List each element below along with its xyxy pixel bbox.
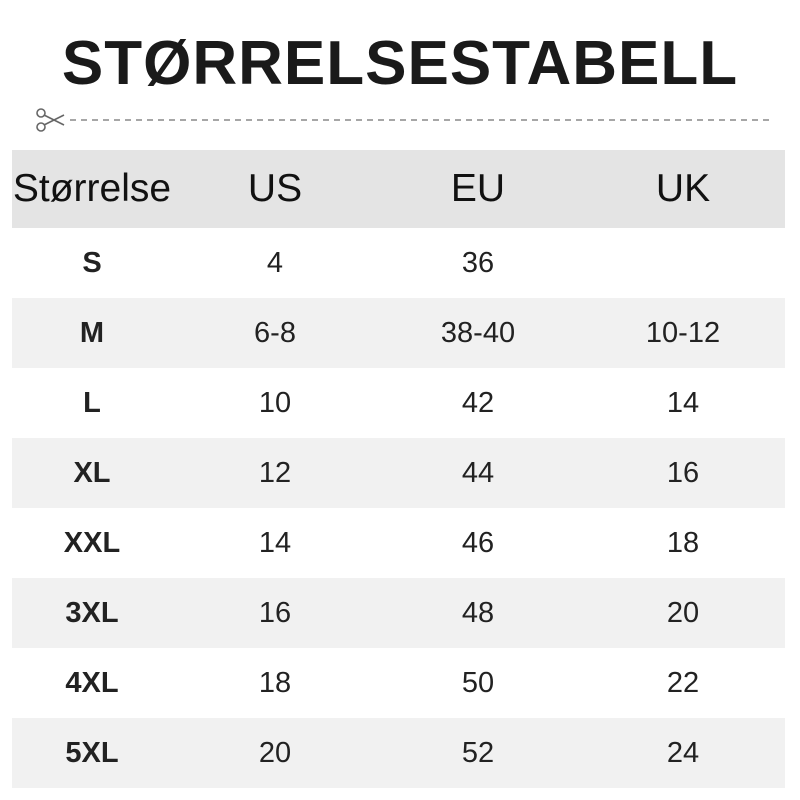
table-cell: 6-8 bbox=[254, 316, 296, 349]
table-cell: 18 bbox=[666, 526, 700, 559]
table-cell: 12 bbox=[258, 456, 292, 489]
table-cell: 38-40 bbox=[440, 316, 516, 349]
table-cell: UK bbox=[655, 167, 711, 210]
table-row: XXL 14 46 18 bbox=[12, 508, 785, 578]
table-cell: 5XL bbox=[65, 736, 119, 769]
table-cell: 44 bbox=[461, 456, 495, 489]
table-cell: EU bbox=[450, 167, 506, 210]
table-cell: 42 bbox=[461, 386, 495, 419]
table-cell: 46 bbox=[461, 526, 495, 559]
table-cell: 3XL bbox=[65, 596, 119, 629]
table-row: L 10 42 14 bbox=[12, 368, 785, 438]
table-row: XL 12 44 16 bbox=[12, 438, 785, 508]
table-cell: 20 bbox=[258, 736, 292, 769]
table-cell: 50 bbox=[461, 666, 495, 699]
table-cell: 18 bbox=[258, 666, 292, 699]
table-row: M 6-8 38-40 10-12 bbox=[12, 298, 785, 368]
table-cell: Størrelse bbox=[12, 167, 172, 210]
table-cell: S bbox=[82, 246, 102, 279]
table-cell: 10 bbox=[258, 386, 292, 419]
table-cell: 52 bbox=[461, 736, 495, 769]
table-cell: L bbox=[83, 386, 101, 419]
table-cell: 14 bbox=[666, 386, 700, 419]
table-row: 5XL 20 52 24 bbox=[12, 718, 785, 788]
table-row: 3XL 16 48 20 bbox=[12, 578, 785, 648]
table-cell: 36 bbox=[461, 246, 495, 279]
table-cell: XXL bbox=[63, 526, 121, 559]
title: STØRRELSESTABELL bbox=[61, 29, 739, 98]
table-cell: 20 bbox=[666, 596, 700, 629]
table-cell: 10-12 bbox=[645, 316, 721, 349]
header-row: Størrelse US EU UK bbox=[12, 150, 785, 228]
size-table: Størrelse US EU UK S 4 36 M 6-8 38-40 10-12 L 10 42 14… bbox=[12, 150, 785, 788]
table-cell: M bbox=[79, 316, 105, 349]
table-cell: 4 bbox=[266, 246, 284, 279]
table-cell: 16 bbox=[666, 456, 700, 489]
table-cell: US bbox=[247, 167, 303, 210]
table-cell: 48 bbox=[461, 596, 495, 629]
table-row: S 4 36 bbox=[12, 228, 785, 298]
table-cell: 22 bbox=[666, 666, 700, 699]
table-row: 4XL 18 50 22 bbox=[12, 648, 785, 718]
cut-line bbox=[36, 108, 769, 132]
table-cell: XL bbox=[73, 456, 111, 489]
table-cell: 14 bbox=[258, 526, 292, 559]
table-cell: 24 bbox=[666, 736, 700, 769]
table-cell: 16 bbox=[258, 596, 292, 629]
table-cell bbox=[603, 228, 763, 298]
table-cell: 4XL bbox=[65, 666, 119, 699]
